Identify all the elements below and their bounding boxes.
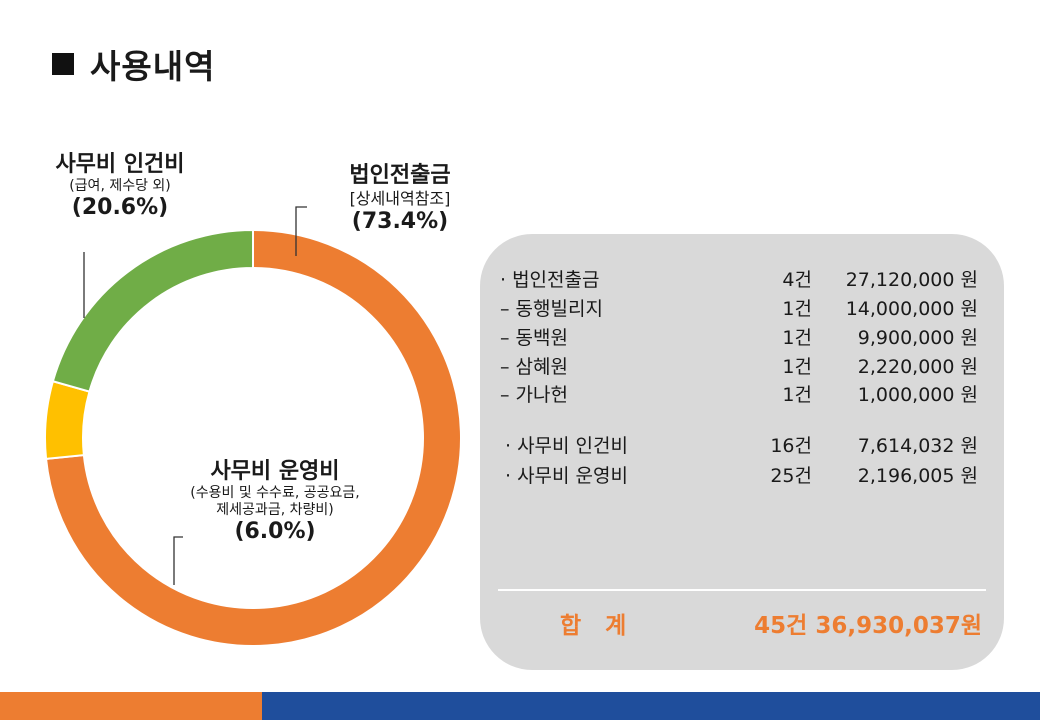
label-corp-pct: (73.4%) xyxy=(351,208,449,234)
detail-amount: 9,900,000 원 xyxy=(857,327,978,349)
label-operating-sub2: 제세공과금, 차량비) xyxy=(216,502,334,519)
detail-item: – 가나헌 xyxy=(500,384,568,406)
detail-count: 1건 xyxy=(782,384,812,406)
footer-bar-orange xyxy=(0,692,262,720)
slice-personnel xyxy=(51,228,254,393)
detail-count: 25건 xyxy=(770,465,812,487)
label-personnel-sub: (급여, 제수당 외) xyxy=(69,178,171,195)
label-personnel-pct: (20.6%) xyxy=(71,195,169,221)
label-operating: 사무비 운영비 (수용비 및 수수료, 공공요금, 제세공과금, 차량비) (6… xyxy=(150,459,400,545)
page-title: 사용내역 xyxy=(52,40,215,88)
label-operating-sub1: (수용비 및 수수료, 공공요금, xyxy=(190,485,360,502)
label-corp-name: 법인전출금 xyxy=(349,163,451,188)
leader-line-operating xyxy=(173,536,183,585)
details-panel xyxy=(480,234,1004,670)
detail-count: 4건 xyxy=(782,269,812,291)
slice-corp xyxy=(44,228,462,647)
total-label: 합 계 xyxy=(560,613,627,639)
page-title-text: 사용내역 xyxy=(90,47,216,86)
detail-amount: 27,120,000 원 xyxy=(845,269,978,291)
detail-amount: 7,614,032 원 xyxy=(857,435,978,457)
label-operating-pct: (6.0%) xyxy=(234,518,316,544)
total-value: 45건 36,930,037원 xyxy=(754,613,982,639)
detail-item: – 삼혜원 xyxy=(500,356,568,378)
detail-item: · 법인전출금 xyxy=(500,269,600,291)
slice-operating xyxy=(44,379,91,460)
detail-item: – 동백원 xyxy=(500,327,568,349)
detail-item: – 동행빌리지 xyxy=(500,298,603,320)
detail-count: 1건 xyxy=(782,327,812,349)
label-personnel: 사무비 인건비 (급여, 제수당 외) (20.6%) xyxy=(20,152,220,222)
detail-count: 1건 xyxy=(782,298,812,320)
detail-count: 16건 xyxy=(770,435,812,457)
detail-amount: 1,000,000 원 xyxy=(857,384,978,406)
label-corp: 법인전출금 [상세내역참조] (73.4%) xyxy=(300,163,500,235)
detail-amount: 14,000,000 원 xyxy=(845,298,978,320)
detail-amount: 2,220,000 원 xyxy=(857,356,978,378)
footer-bar-blue xyxy=(262,692,1040,720)
label-operating-name: 사무비 운영비 xyxy=(210,459,340,484)
label-personnel-name: 사무비 인건비 xyxy=(55,152,185,177)
leader-line-corp xyxy=(295,206,307,256)
detail-amount: 2,196,005 원 xyxy=(857,465,978,487)
label-corp-sub: [상세내역참조] xyxy=(349,189,451,209)
detail-item: · 사무비 운영비 xyxy=(505,465,628,487)
detail-item: · 사무비 인건비 xyxy=(505,435,628,457)
total-divider xyxy=(498,589,986,591)
detail-count: 1건 xyxy=(782,356,812,378)
title-bullet-square xyxy=(52,53,74,75)
